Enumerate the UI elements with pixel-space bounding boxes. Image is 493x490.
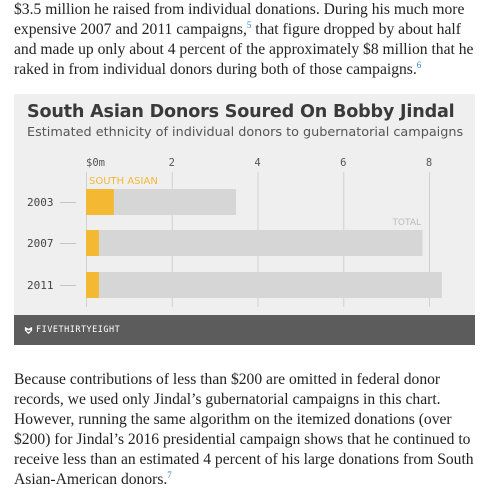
category-label: 2011 bbox=[27, 279, 54, 292]
chart-plot: $0m 2 4 6 8 2003 2007 2011 SOUTH ASIAN TOTAL bbox=[27, 157, 442, 307]
footnote-link[interactable]: 5 bbox=[246, 19, 252, 30]
x-tick-label: $0m bbox=[86, 157, 105, 169]
footnote-link[interactable]: 7 bbox=[167, 469, 172, 480]
x-tick-label: 6 bbox=[340, 157, 346, 169]
chart-figure: South Asian Donors Soured On Bobby Jinda… bbox=[14, 94, 475, 345]
south-asian-bar bbox=[86, 230, 99, 256]
footnote-link[interactable]: 6 bbox=[416, 59, 422, 70]
paragraph-text: that figure dropped by about half and ma… bbox=[14, 21, 474, 78]
chart-title: South Asian Donors Soured On Bobby Jinda… bbox=[27, 102, 455, 122]
article-paragraph-bottom: Because contributions of less than $200 … bbox=[14, 370, 484, 490]
x-tick-label: 2 bbox=[169, 157, 175, 169]
south-asian-bar bbox=[86, 272, 99, 298]
category-label: 2007 bbox=[27, 237, 54, 250]
paragraph-text: Because contributions of less than $200 … bbox=[14, 371, 474, 488]
x-tick-label: 8 bbox=[426, 157, 432, 169]
footer-brand: FIVETHIRTYEIGHT bbox=[36, 325, 121, 335]
chart-footer: FIVETHIRTYEIGHT bbox=[14, 315, 475, 345]
article-paragraph-top: $3.5 million he raised from individual d… bbox=[14, 0, 484, 80]
series-label-total: TOTAL bbox=[391, 218, 421, 228]
series-label-south-asian: SOUTH ASIAN bbox=[89, 176, 158, 187]
total-bar bbox=[86, 272, 442, 298]
paragraph-text: $3.5 million he raised from individual d… bbox=[14, 1, 465, 38]
chart-subtitle: Estimated ethnicity of individual donors… bbox=[27, 125, 464, 140]
south-asian-bar bbox=[86, 189, 114, 215]
category-label: 2003 bbox=[27, 196, 54, 209]
total-bar bbox=[86, 230, 423, 256]
fivethirtyeight-logo-icon bbox=[24, 326, 33, 335]
x-tick-label: 4 bbox=[254, 157, 260, 169]
